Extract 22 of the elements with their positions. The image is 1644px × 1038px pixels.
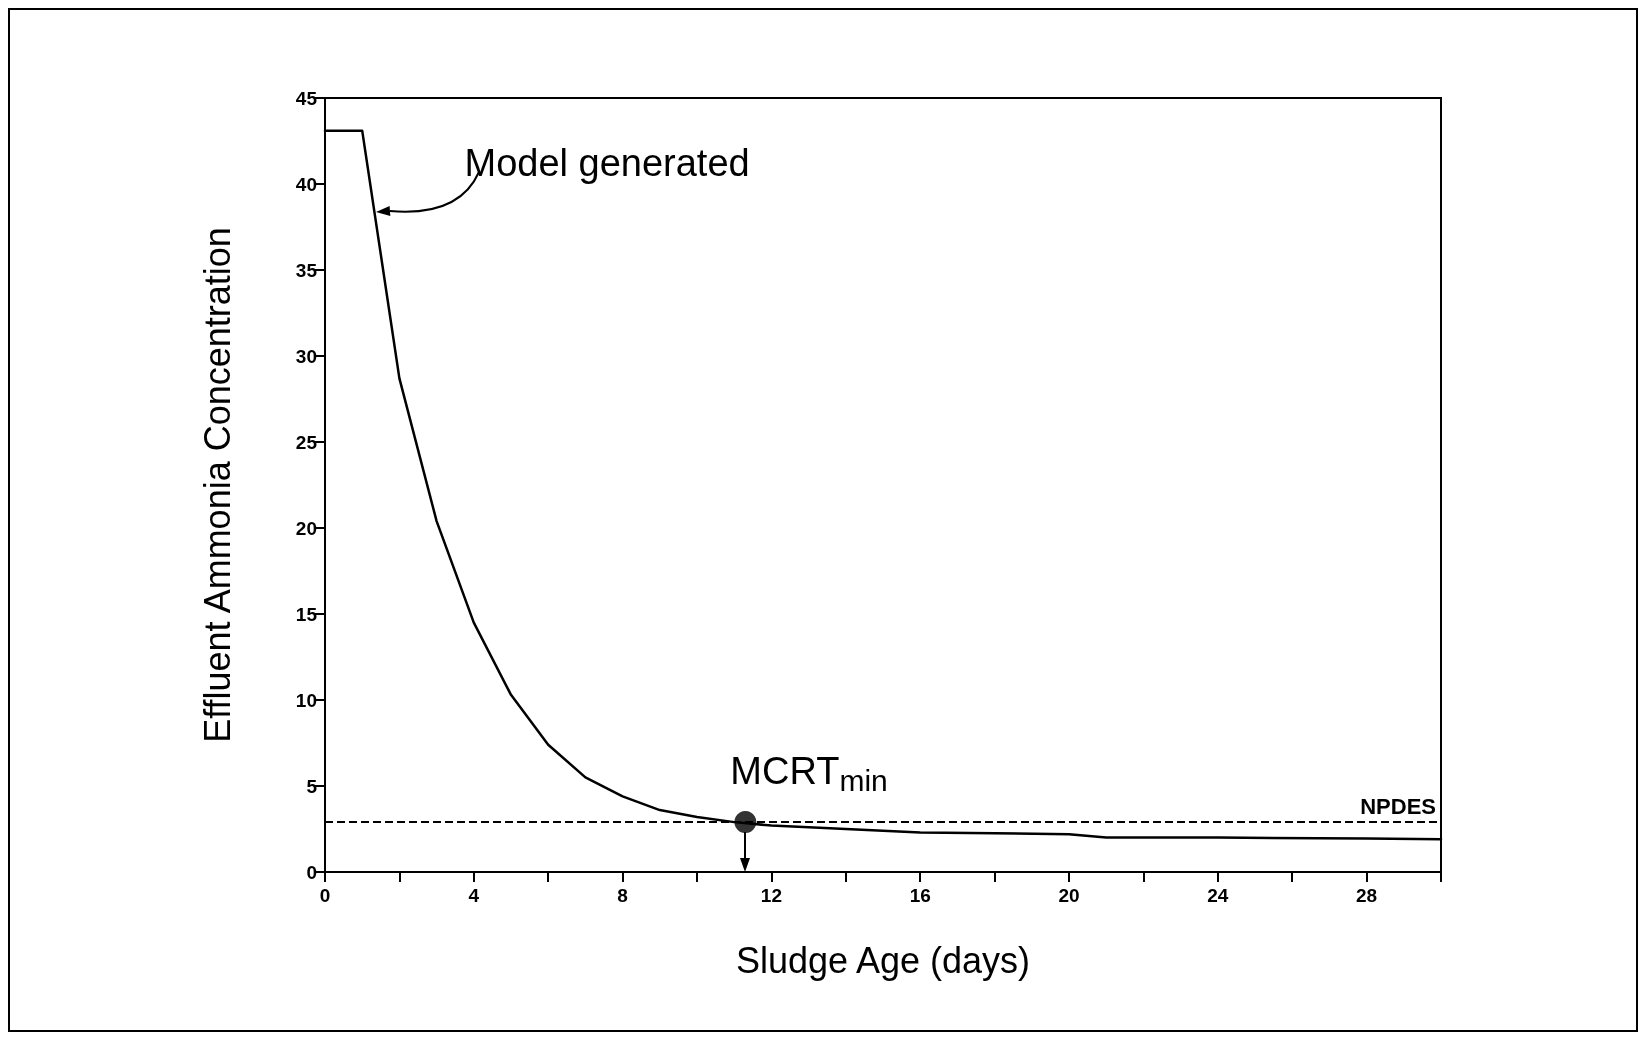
y-tick-label: 30 [295,345,317,367]
y-tick-label: 5 [306,775,318,797]
x-tick-label: 0 [319,885,331,906]
x-tick-label: 24 [1207,885,1229,906]
x-tick-label: 20 [1058,885,1080,906]
ref-line-label: NPDES [1360,793,1436,819]
x-tick-label: 16 [909,885,931,906]
y-tick-label: 0 [306,861,317,883]
x-tick-label: 28 [1356,885,1378,906]
y-tick-label: 45 [295,87,318,109]
x-tick-label: 12 [760,885,782,906]
y-tick-label: 20 [295,517,317,539]
x-tick-label: 4 [468,885,480,906]
x-axis-title: Sludge Age (days) [735,939,1031,981]
y-tick-label: 10 [295,689,317,711]
y-tick-label: 15 [295,603,318,625]
y-tick-label: 40 [295,173,317,195]
y-tick-label: 35 [295,259,318,281]
y-axis-title: Effluent Ammonia Concentration [196,227,238,743]
y-tick-label: 25 [295,431,318,453]
annotation: Model generated [464,142,750,185]
x-tick-label: 8 [617,885,628,906]
